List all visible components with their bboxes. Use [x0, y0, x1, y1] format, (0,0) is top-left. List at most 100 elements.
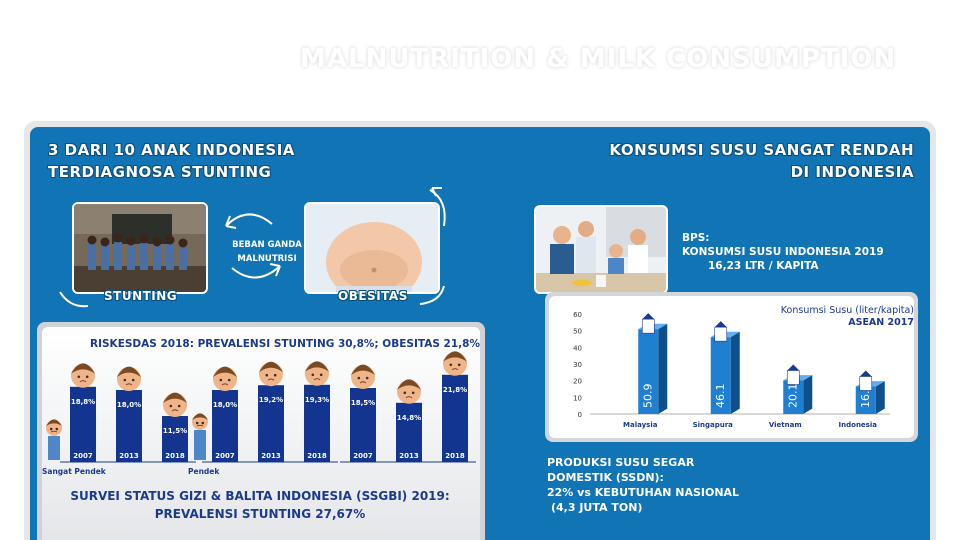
beban-ganda-label: BEBAN GANDA MALNUTRISI — [232, 238, 302, 266]
milk-carton-icon — [641, 318, 655, 334]
kid-bar — [350, 388, 376, 462]
produksi-line4: (4,3 JUTA TON) — [551, 501, 643, 514]
small-kid-icon — [192, 413, 208, 430]
kid-year-label: 2007 — [353, 452, 373, 460]
y-tick-label: 30 — [573, 361, 582, 369]
milk-bar-side — [730, 331, 740, 414]
ssgbi-line1: SURVEI STATUS GIZI & BALITA INDONESIA (S… — [70, 489, 450, 503]
ssgbi-line2: PREVALENSI STUNTING 27,67% — [154, 507, 366, 521]
kid-eye — [169, 404, 173, 408]
milk-bar-front — [710, 337, 731, 414]
kid-head-icon — [163, 392, 187, 417]
milk-category-label: Indonesia — [839, 421, 878, 429]
stunting-heading: 3 DARI 10 ANAK INDONESIA TERDIAGNOSA STU… — [48, 139, 295, 183]
kid-head-icon — [397, 379, 421, 404]
milk-category-label: Singapura — [693, 421, 734, 429]
kid-value-label: 18,0% — [213, 401, 237, 409]
group-label: Pendek — [188, 467, 220, 476]
family-photo — [534, 205, 668, 294]
kid-eye — [273, 373, 277, 377]
milk-bar-side — [658, 323, 668, 414]
y-tick-label: 10 — [573, 394, 582, 402]
kid-year-label: 2013 — [399, 452, 419, 460]
kid-hair — [192, 413, 208, 420]
kid-eye — [219, 378, 223, 382]
kid-head-icon — [71, 363, 95, 388]
y-tick-label: 40 — [573, 344, 582, 352]
milk-bar — [783, 364, 813, 414]
kid-value-label: 21,8% — [443, 386, 467, 394]
kid-mouth — [125, 383, 133, 386]
kid-mouth — [359, 381, 367, 384]
y-tick-label: 20 — [573, 378, 582, 386]
milk-bar-front — [855, 386, 876, 414]
kid-mouth — [267, 378, 275, 381]
kid-bar — [212, 390, 238, 462]
kid-hair — [213, 366, 237, 377]
kid-head-icon — [259, 361, 283, 387]
y-tick-label: 60 — [573, 311, 582, 319]
kid-head-icon — [351, 364, 375, 389]
bps-line2: 16,23 LTR / KAPITA — [708, 260, 819, 272]
milk-bar-front — [783, 380, 804, 414]
kid-eye — [123, 378, 127, 382]
milk-bar-side — [875, 381, 885, 414]
bps-label: BPS: — [682, 232, 710, 244]
stunting-photo — [72, 202, 208, 294]
milk-bar — [638, 313, 668, 414]
kid-eye — [449, 363, 453, 367]
produksi-text: PRODUKSI SUSU SEGAR DOMESTIK (SSDN): 22%… — [547, 455, 907, 515]
milk-bar-front — [638, 329, 659, 414]
kid-value-label: 18,8% — [71, 398, 95, 406]
milk-chart-heading: Konsumsi Susu (liter/kapita) ASEAN 2017 — [740, 305, 914, 329]
kid-bar — [70, 386, 96, 462]
kid-year-label: 2007 — [215, 452, 235, 460]
milk-carton-cap — [642, 313, 655, 320]
kid-eye — [77, 375, 81, 379]
kid-mouth — [79, 380, 87, 383]
kid-eye — [265, 373, 269, 377]
small-kid-icon — [46, 419, 62, 436]
kid-hair — [351, 364, 375, 375]
kid-bar — [162, 416, 188, 462]
kid-value-label: 19,3% — [305, 396, 329, 404]
kid-eye — [411, 391, 415, 395]
kid-bar — [396, 402, 422, 462]
kid-eye — [55, 427, 59, 431]
kid-head-icon — [305, 361, 329, 386]
kid-value-label: 11,5% — [163, 427, 187, 435]
stunting-tag: STUNTING — [104, 289, 178, 303]
kid-head-icon — [213, 366, 237, 391]
kid-eye — [227, 378, 231, 382]
beban-line2: MALNUTRISI — [237, 254, 297, 264]
milk-bar — [855, 370, 885, 414]
kid-mouth — [313, 378, 321, 381]
milk-value-label: 20.1 — [786, 384, 799, 409]
kid-year-label: 2018 — [445, 452, 465, 460]
kid-year-label: 2018 — [165, 452, 185, 460]
kid-year-label: 2013 — [119, 452, 139, 460]
kid-mouth — [196, 424, 204, 427]
milk-heading-line1: KONSUMSI SUSU SANGAT RENDAH — [609, 141, 914, 159]
obesitas-tag: OBESITAS — [338, 289, 408, 303]
kid-mouth — [221, 383, 229, 386]
milk-category-label: Vietnam — [769, 421, 802, 429]
stunting-heading-line2: TERDIAGNOSA STUNTING — [48, 163, 272, 181]
kid-hair — [305, 361, 329, 372]
kid-eye — [357, 376, 361, 380]
milk-carton-icon — [786, 370, 800, 385]
kid-eye — [177, 404, 181, 408]
kid-mouth — [451, 368, 459, 371]
group-label: Sangat Pendek — [42, 467, 107, 476]
milk-heading-line2: DI INDONESIA — [790, 163, 914, 181]
kid-hair — [259, 361, 283, 373]
small-kid-body — [48, 436, 60, 460]
kid-head-icon — [443, 351, 467, 376]
kid-eye — [131, 378, 135, 382]
produksi-line1: PRODUKSI SUSU SEGAR — [547, 456, 695, 469]
milk-category-label: Malaysia — [623, 421, 658, 429]
kid-eye — [365, 376, 369, 380]
kid-year-label: 2018 — [307, 452, 327, 460]
